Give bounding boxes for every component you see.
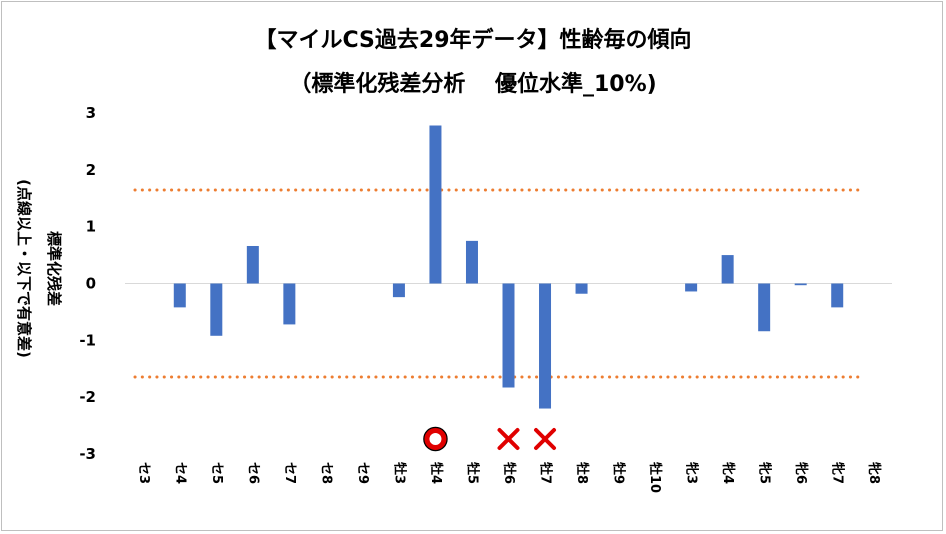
x-tick-label: 牡6 — [501, 462, 517, 484]
x-tick-label: セ8 — [318, 462, 333, 484]
x-tick-label: セ9 — [355, 462, 370, 484]
y-tick-label: -1 — [79, 331, 96, 349]
marker-cross-b — [497, 428, 520, 450]
x-tick-label: 牡7 — [538, 462, 554, 484]
marker-circle — [424, 428, 447, 450]
x-tick-label: 牡3 — [391, 462, 407, 484]
y-tick-label: -3 — [79, 445, 96, 463]
x-tick-label: セ5 — [209, 462, 224, 484]
bar-セ4 — [173, 283, 186, 308]
x-tick-label: 牝8 — [866, 462, 882, 484]
x-tick-label: 牝5 — [757, 462, 773, 484]
bar-牡5 — [465, 240, 478, 284]
marker-cross-b — [534, 428, 557, 450]
bar-セ6 — [246, 245, 259, 284]
x-tick-label: 牡5 — [464, 462, 480, 484]
x-tick-label: 牡9 — [611, 462, 627, 484]
y-tick-label: 3 — [86, 104, 96, 122]
x-tick-label: 牡4 — [428, 462, 444, 484]
x-tick-label: 牝6 — [793, 462, 809, 484]
x-tick-label: セ7 — [282, 462, 297, 484]
x-tick-label: 牡10 — [647, 462, 663, 493]
y-tick-label: 1 — [86, 218, 96, 236]
x-tick-label: 牝7 — [830, 462, 846, 484]
y-tick-label: 0 — [86, 275, 96, 293]
x-tick-label: 牝3 — [684, 462, 700, 484]
bar-牝5 — [758, 283, 771, 332]
x-tick-label: セ3 — [136, 462, 151, 484]
bar-牡4 — [429, 125, 442, 284]
x-tick-label: 牝4 — [720, 462, 736, 484]
x-tick-label: セ4 — [172, 462, 187, 484]
bar-牝7 — [831, 283, 844, 308]
bar-牡6 — [502, 283, 515, 388]
bar-牡8 — [575, 283, 588, 294]
bar-セ7 — [283, 283, 296, 325]
y-tick-label: -2 — [79, 388, 96, 406]
bar-牝4 — [721, 255, 734, 284]
bar-牝6 — [794, 283, 807, 286]
bar-セ5 — [210, 283, 223, 336]
chart-subtitle: （標準化残差分析 優位水準_10%) — [289, 72, 657, 97]
bar-牡7 — [539, 283, 552, 409]
chart-title: 【マイルCS過去29年データ】性齢毎の傾向 — [254, 28, 692, 53]
x-tick-label: セ6 — [245, 462, 260, 484]
x-tick-label: 牡8 — [574, 462, 590, 484]
bar-牡3 — [392, 283, 405, 298]
bar-牝3 — [685, 283, 698, 292]
y-tick-label: 2 — [86, 161, 96, 179]
